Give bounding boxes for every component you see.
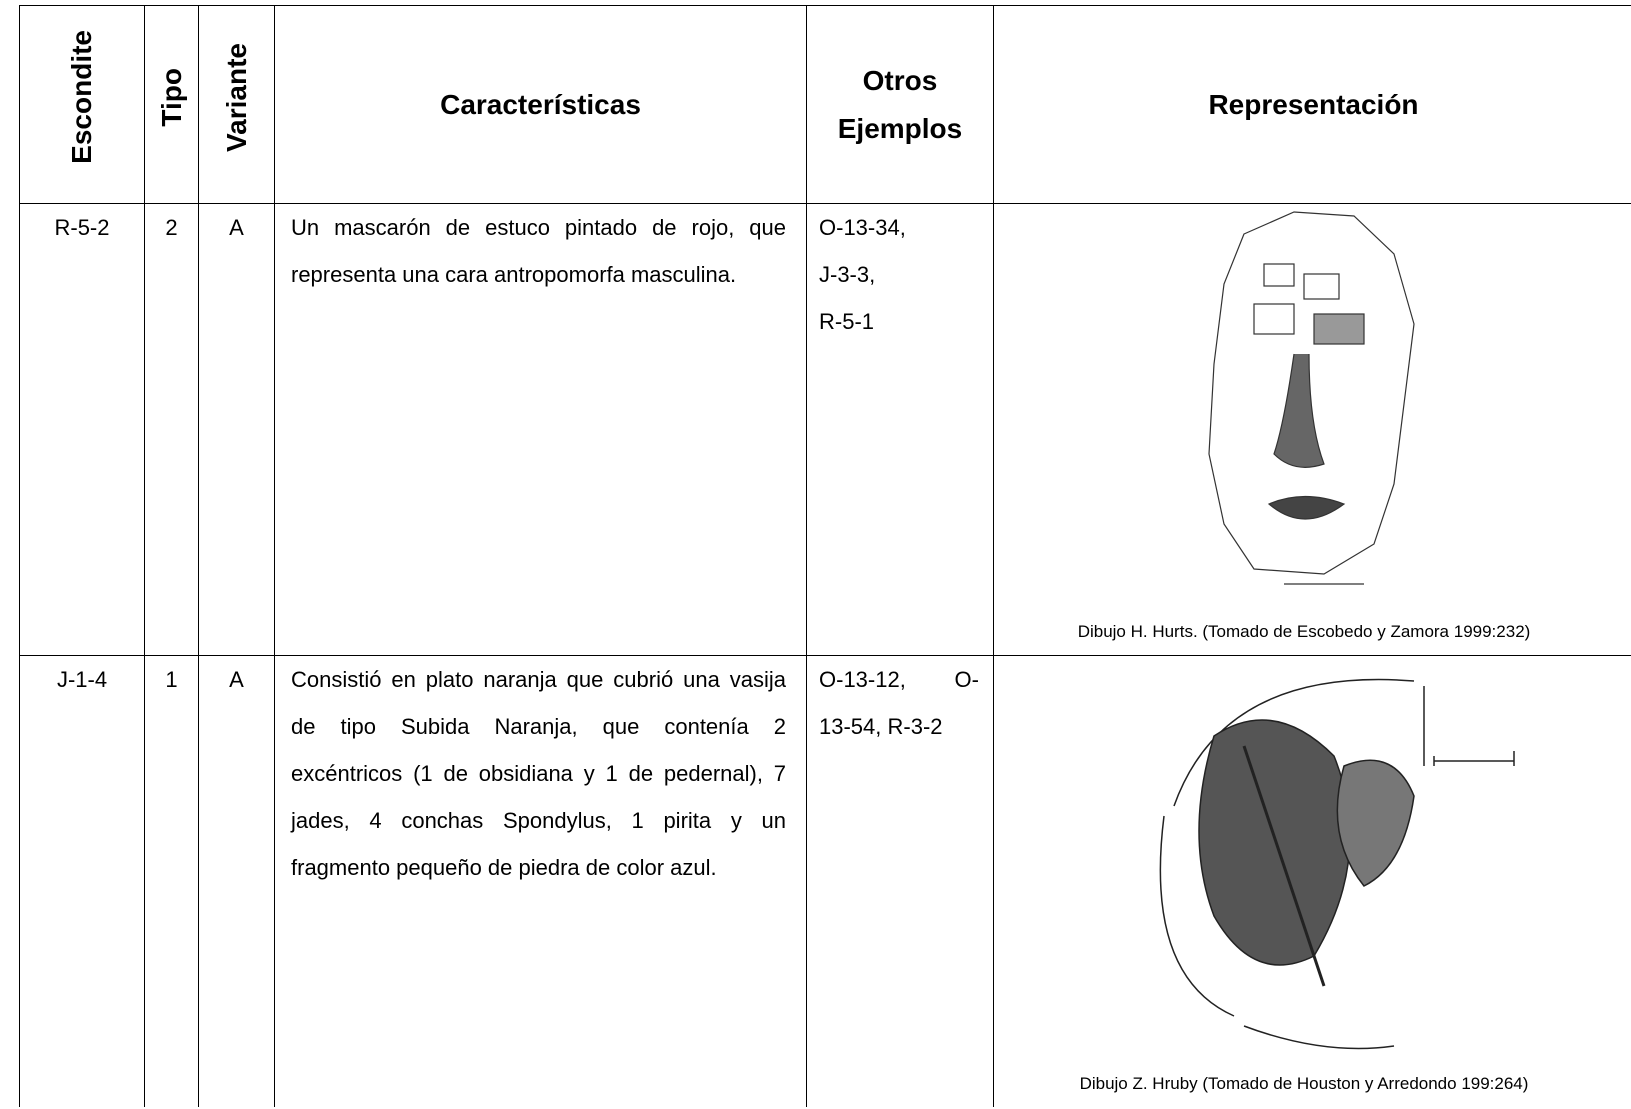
cell: A bbox=[198, 655, 275, 1107]
column-header: Representación bbox=[993, 5, 1631, 204]
caption: Dibujo Z. Hruby (Tomado de Houston y Arr… bbox=[1079, 1074, 1529, 1093]
header-text: Otros Ejemplos bbox=[837, 64, 963, 144]
description-cell: Un mascarón de estuco pintado de rojo, q… bbox=[274, 203, 807, 656]
column-header: Escondite bbox=[19, 5, 145, 204]
cell: 2 bbox=[144, 203, 199, 656]
caption: Dibujo H. Hurts. (Tomado de Escobedo y Z… bbox=[1077, 622, 1531, 641]
column-header: Características bbox=[274, 5, 807, 204]
header-text: Características bbox=[440, 88, 641, 120]
table-row: J-1-4 1 A Consistió en plato naranja que cu… bbox=[19, 655, 1631, 1107]
header-text: Representación bbox=[1208, 88, 1419, 120]
cell: A bbox=[198, 203, 275, 656]
header-row: Escondite Tipo Variante Características Otro… bbox=[19, 5, 1631, 204]
column-header: Tipo bbox=[144, 5, 199, 204]
column-header: Otros Ejemplos bbox=[806, 5, 994, 204]
mask-drawing bbox=[1208, 211, 1415, 585]
offerings-table: Escondite Tipo Variante Características Otro… bbox=[19, 5, 1631, 1107]
representation-cell: Dibujo Z. Hruby (Tomado de Houston y Arr… bbox=[993, 655, 1631, 1107]
example-line: 13-54, R-3-2 bbox=[819, 714, 943, 739]
example-line: O-13-12, O- bbox=[819, 667, 979, 692]
cell: 1 bbox=[144, 655, 199, 1107]
examples-cell: O-13-34, J-3-3, R-5-1 bbox=[806, 203, 994, 656]
representation-cell: Dibujo H. Hurts. (Tomado de Escobedo y Z… bbox=[993, 203, 1631, 656]
table-row: R-5-2 2 A Un mascarón de estuco pintado de … bbox=[19, 203, 1631, 656]
example-line: J-3-3, bbox=[819, 262, 876, 287]
plate-drawing bbox=[1159, 678, 1515, 1050]
examples-cell: O-13-12, O- 13-54, R-3-2 bbox=[806, 655, 994, 1107]
example-line: O-13-34, bbox=[819, 215, 906, 240]
cell: J-1-4 bbox=[19, 655, 145, 1107]
header-text: Escondite bbox=[66, 30, 97, 164]
example-line: R-5-1 bbox=[819, 309, 875, 334]
header-text: Variante bbox=[220, 42, 252, 152]
column-header: Variante bbox=[198, 5, 275, 204]
description-cell: Consistió en plato naranja que cubrió un… bbox=[274, 655, 807, 1107]
header-text: Tipo bbox=[155, 67, 187, 127]
cell: R-5-2 bbox=[19, 203, 145, 656]
